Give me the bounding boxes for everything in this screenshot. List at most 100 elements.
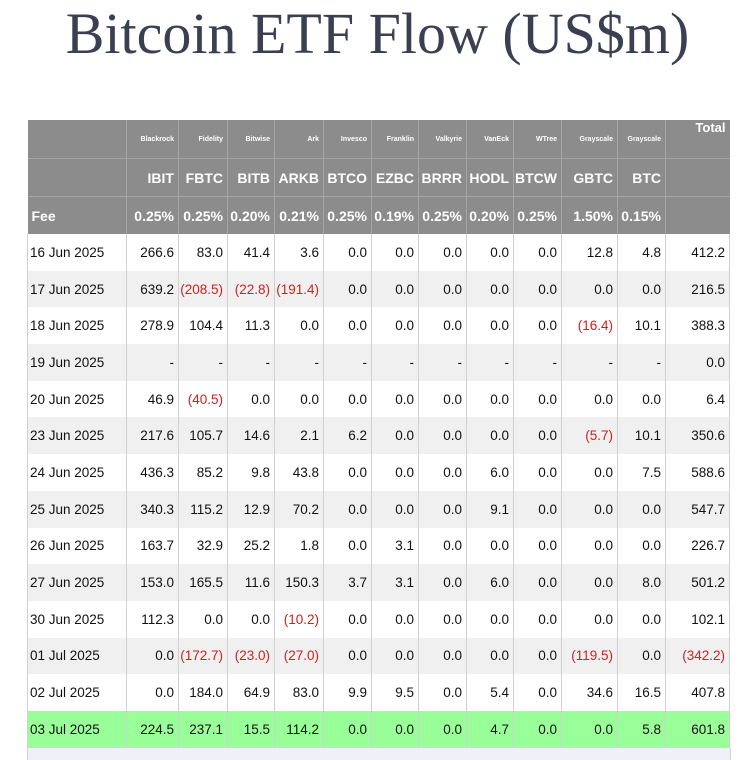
issuer-label: Franklin bbox=[371, 120, 419, 159]
flow-cell: - bbox=[323, 344, 372, 381]
fee-header-row: Fee 0.25% 0.25% 0.20% 0.21% 0.25% 0.19% … bbox=[27, 196, 730, 234]
total-cell: 547.7 bbox=[665, 490, 730, 528]
issuer-label: Ark bbox=[274, 120, 324, 159]
flow-cell: (23.0) bbox=[227, 637, 275, 675]
flow-cell: 0.0 bbox=[418, 674, 467, 711]
flow-cell: (10.2) bbox=[274, 600, 324, 638]
total-header: Total bbox=[665, 120, 730, 159]
total-cell: (342.2) bbox=[665, 637, 730, 675]
flow-cell: 0.0 bbox=[371, 637, 419, 675]
header-blank bbox=[665, 196, 730, 234]
flow-cell: 0.0 bbox=[323, 637, 372, 675]
flow-cell: 184.0 bbox=[178, 674, 228, 711]
table-row: 16 Jun 2025 266.6 83.0 41.4 3.6 0.0 0.0 0.0 0.0 0… bbox=[27, 234, 730, 271]
flow-cell: 0.0 bbox=[513, 674, 562, 711]
fee-value: 1.50% bbox=[561, 196, 618, 234]
table-row: 17 Jun 2025 639.2 (208.5) (22.8) (191.4) 0.0 0… bbox=[27, 270, 730, 308]
fee-value: 0.25% bbox=[126, 196, 179, 234]
total-cell: 6.4 bbox=[665, 380, 730, 418]
flow-cell: 3.1 bbox=[371, 564, 419, 601]
flow-cell: 15.5 bbox=[227, 710, 275, 748]
flow-cell: 0.0 bbox=[513, 307, 562, 345]
flow-cell: 0.0 bbox=[323, 527, 372, 565]
etf-flow-table: Blackrock Fidelity Bitwise Ark Invesco F… bbox=[27, 120, 730, 748]
flow-cell: 0.0 bbox=[274, 380, 324, 418]
flow-cell: 0.0 bbox=[513, 417, 562, 455]
flow-cell: (16.4) bbox=[561, 307, 618, 345]
flow-cell: (119.5) bbox=[561, 637, 618, 675]
flow-cell: 7.5 bbox=[617, 454, 666, 491]
flow-cell: 83.0 bbox=[178, 234, 228, 271]
flow-cell: (40.5) bbox=[178, 380, 228, 418]
flow-cell: 0.0 bbox=[418, 234, 467, 271]
flow-cell: 3.7 bbox=[323, 564, 372, 601]
flow-cell: - bbox=[126, 344, 179, 381]
flow-cell: 0.0 bbox=[513, 527, 562, 565]
flow-cell: 0.0 bbox=[466, 637, 514, 675]
flow-cell: 10.1 bbox=[617, 417, 666, 455]
flow-cell: 237.1 bbox=[178, 710, 228, 748]
flow-cell: 9.5 bbox=[371, 674, 419, 711]
flow-cell: 3.1 bbox=[371, 527, 419, 565]
flow-cell: (22.8) bbox=[227, 270, 275, 308]
flow-cell: 16.5 bbox=[617, 674, 666, 711]
total-cell: 226.7 bbox=[665, 527, 730, 565]
total-cell: 216.5 bbox=[665, 270, 730, 308]
flow-cell: 0.0 bbox=[371, 307, 419, 345]
fee-value: 0.20% bbox=[466, 196, 514, 234]
date-cell: 19 Jun 2025 bbox=[27, 344, 127, 381]
flow-cell: 32.9 bbox=[178, 527, 228, 565]
flow-cell: - bbox=[274, 344, 324, 381]
flow-cell: 4.7 bbox=[466, 710, 514, 748]
flow-cell: 0.0 bbox=[617, 380, 666, 418]
total-cell: 407.8 bbox=[665, 674, 730, 711]
flow-cell: 0.0 bbox=[227, 600, 275, 638]
flow-cell: 0.0 bbox=[466, 307, 514, 345]
flow-cell: 0.0 bbox=[418, 527, 467, 565]
flow-cell: 83.0 bbox=[274, 674, 324, 711]
date-cell: 23 Jun 2025 bbox=[27, 417, 127, 455]
table-row: 26 Jun 2025 163.7 32.9 25.2 1.8 0.0 3.1 0.0 0.0 0… bbox=[27, 527, 730, 565]
flow-cell: 0.0 bbox=[513, 380, 562, 418]
flow-cell: 165.5 bbox=[178, 564, 228, 601]
flow-cell: 0.0 bbox=[513, 490, 562, 528]
flow-cell: 9.9 bbox=[323, 674, 372, 711]
date-cell: 25 Jun 2025 bbox=[27, 490, 127, 528]
flow-cell: 64.9 bbox=[227, 674, 275, 711]
total-cell: 601.8 bbox=[665, 710, 730, 748]
flow-cell: 0.0 bbox=[371, 600, 419, 638]
flow-cell: 0.0 bbox=[371, 270, 419, 308]
table-row: 01 Jul 2025 0.0 (172.7) (23.0) (27.0) 0.0 0.0 0… bbox=[27, 637, 730, 675]
flow-cell: 0.0 bbox=[513, 454, 562, 491]
flow-cell: 0.0 bbox=[617, 490, 666, 528]
flow-cell: 0.0 bbox=[561, 600, 618, 638]
flow-cell: 0.0 bbox=[371, 710, 419, 748]
flow-cell: 0.0 bbox=[371, 417, 419, 455]
flow-cell: 278.9 bbox=[126, 307, 179, 345]
flow-cell: - bbox=[466, 344, 514, 381]
total-cell: 588.6 bbox=[665, 454, 730, 491]
table-row: 03 Jul 2025 224.5 237.1 15.5 114.2 0.0 0.0 0.0 4… bbox=[27, 710, 730, 748]
table-row: 18 Jun 2025 278.9 104.4 11.3 0.0 0.0 0.0 0.0 0.0… bbox=[27, 307, 730, 345]
flow-cell: 0.0 bbox=[418, 307, 467, 345]
flow-cell: 0.0 bbox=[178, 600, 228, 638]
page-title: Bitcoin ETF Flow (US$m) bbox=[65, 1, 690, 66]
flow-cell: 10.1 bbox=[617, 307, 666, 345]
flow-cell: 0.0 bbox=[126, 637, 179, 675]
flow-cell: 0.0 bbox=[466, 380, 514, 418]
flow-cell: - bbox=[371, 344, 419, 381]
flow-cell: 115.2 bbox=[178, 490, 228, 528]
table-row: 24 Jun 2025 436.3 85.2 9.8 43.8 0.0 0.0 0.0 6.0 0… bbox=[27, 454, 730, 491]
issuer-label: Fidelity bbox=[178, 120, 228, 159]
issuer-label: Invesco bbox=[323, 120, 372, 159]
flow-cell: 224.5 bbox=[126, 710, 179, 748]
flow-cell: 14.6 bbox=[227, 417, 275, 455]
flow-cell: - bbox=[561, 344, 618, 381]
flow-cell: 6.0 bbox=[466, 454, 514, 491]
flow-cell: - bbox=[178, 344, 228, 381]
flow-cell: 25.2 bbox=[227, 527, 275, 565]
flow-cell: 0.0 bbox=[513, 710, 562, 748]
flow-cell: 639.2 bbox=[126, 270, 179, 308]
flow-cell: 0.0 bbox=[617, 527, 666, 565]
flow-cell: 0.0 bbox=[371, 490, 419, 528]
